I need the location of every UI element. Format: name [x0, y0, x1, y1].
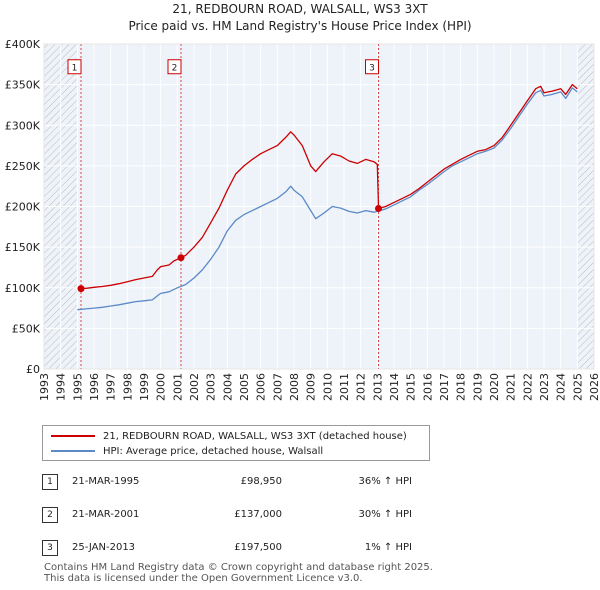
sale-price: £197,500 [234, 542, 282, 553]
sale-number-badge: 1 [42, 474, 58, 490]
x-tick-label: 2005 [238, 373, 251, 401]
sale-hpi-diff: 30% ↑ HPI [358, 509, 412, 520]
x-tick-label: 1994 [55, 373, 68, 401]
y-tick-label: £100K [5, 282, 41, 295]
x-tick-label: 2017 [438, 373, 451, 401]
x-tick-label: 2020 [488, 373, 501, 401]
sale-hpi-diff: 1% ↑ HPI [364, 542, 412, 553]
x-tick-label: 2002 [188, 373, 201, 401]
legend-swatch-property [51, 435, 95, 437]
x-tick-label: 2024 [555, 373, 568, 401]
x-tick-label: 2023 [538, 373, 551, 401]
sale-price: £98,950 [240, 476, 282, 487]
x-tick-label: 1999 [138, 373, 151, 401]
sale-price: £137,000 [234, 509, 282, 520]
sale-marker-box [67, 59, 82, 75]
sale-row: 1 21-MAR-1995 £98,950 36% ↑ HPI [42, 474, 442, 492]
sale-date: 21-MAR-2001 [72, 509, 140, 520]
legend-label-hpi: HPI: Average price, detached house, Wals… [103, 445, 324, 457]
legend-item-property: 21, REDBOURN ROAD, WALSALL, WS3 3XT (det… [51, 429, 407, 443]
x-tick-label: 2019 [471, 373, 484, 401]
x-tick-label: 2026 [588, 373, 600, 401]
x-tick-label: 1996 [88, 373, 101, 401]
sale-point [77, 285, 85, 293]
footer-licence: This data is licensed under the Open Gov… [44, 573, 363, 584]
x-tick-label: 2012 [355, 373, 368, 401]
x-tick-label: 2014 [388, 373, 401, 401]
x-tick-label: 2001 [171, 373, 184, 401]
legend-label-property: 21, REDBOURN ROAD, WALSALL, WS3 3XT (det… [103, 430, 407, 442]
x-tick-label: 2010 [321, 373, 334, 401]
series-line-property [80, 83, 578, 290]
y-tick-label: £400K [5, 38, 41, 51]
chart-subtitle: Price paid vs. HM Land Registry's House … [128, 19, 472, 33]
price-chart: £0 £50K £100K £150K £200K £250K £300K £350K £400… [5, 38, 600, 401]
sale-row: 3 25-JAN-2013 £197,500 1% ↑ HPI [42, 540, 442, 558]
x-tick-label: 2004 [221, 373, 234, 401]
x-tick-label: 2003 [205, 373, 218, 401]
x-tick-label: 2025 [571, 373, 584, 401]
plot-border [43, 43, 595, 370]
y-tick-label: £50K [12, 322, 41, 335]
y-tick-label: £250K [5, 160, 41, 173]
sale-point [177, 254, 185, 262]
sale-date: 25-JAN-2013 [72, 542, 136, 553]
sale-marker-label: 2 [172, 63, 178, 73]
sale-marker-label: 1 [72, 63, 78, 73]
series-line-hpi [77, 87, 578, 311]
sale-hpi-diff: 36% ↑ HPI [358, 476, 412, 487]
x-tick-label: 2007 [271, 373, 284, 401]
legend-item-hpi: HPI: Average price, detached house, Wals… [51, 444, 323, 458]
sale-point [375, 205, 382, 213]
sale-number-badge: 2 [42, 507, 58, 523]
chart-legend: 21, REDBOURN ROAD, WALSALL, WS3 3XT (det… [42, 425, 430, 461]
x-tick-label: 2013 [371, 373, 384, 401]
footer-copyright: Contains HM Land Registry data © Crown c… [44, 562, 433, 573]
x-tick-label: 2011 [338, 373, 351, 401]
sale-row: 2 21-MAR-2001 £137,000 30% ↑ HPI [42, 507, 442, 525]
x-tick-label: 2016 [421, 373, 434, 401]
x-tick-label: 1997 [105, 373, 118, 401]
x-tick-label: 2018 [455, 373, 468, 401]
x-tick-label: 2022 [521, 373, 534, 401]
x-tick-label: 1995 [71, 373, 84, 401]
x-tick-label: 1998 [121, 373, 134, 401]
x-tick-label: 2006 [255, 373, 268, 401]
legend-swatch-hpi [51, 450, 95, 452]
sale-number-badge: 3 [42, 540, 58, 556]
sale-marker-box [365, 59, 379, 75]
sale-date: 21-MAR-1995 [72, 476, 140, 487]
y-tick-label: £0 [26, 363, 40, 376]
y-tick-label: £300K [5, 119, 41, 132]
chart-title: 21, REDBOURN ROAD, WALSALL, WS3 3XT [172, 2, 428, 16]
y-tick-label: £200K [5, 201, 41, 214]
footer: Contains HM Land Registry data © Crown c… [44, 562, 433, 584]
x-tick-label: 2009 [305, 373, 318, 401]
sale-marker-box [167, 59, 182, 75]
x-tick-label: 2000 [155, 373, 168, 401]
y-tick-label: £350K [5, 79, 41, 92]
sale-marker-label: 3 [369, 63, 375, 73]
x-tick-label: 2015 [405, 373, 418, 401]
x-tick-label: 1993 [38, 373, 51, 401]
x-tick-label: 2021 [505, 373, 518, 401]
x-tick-label: 2008 [288, 373, 301, 401]
y-tick-label: £150K [5, 241, 41, 254]
